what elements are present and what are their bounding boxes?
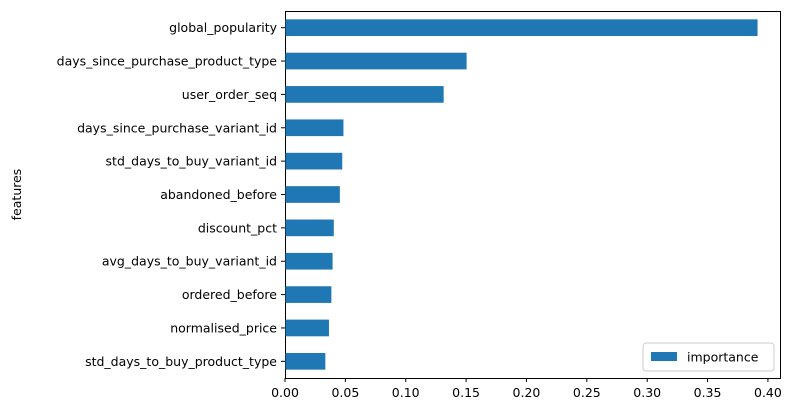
bar-normalised_price xyxy=(285,319,329,337)
bars-group xyxy=(285,19,758,370)
x-tick-label: 0.15 xyxy=(452,385,480,400)
bar-abandoned_before xyxy=(285,186,340,203)
x-tick-label: 0.10 xyxy=(392,385,420,400)
y-tick-label: discount_pct xyxy=(198,220,277,235)
bar-user_order_seq xyxy=(285,86,444,103)
bar-std_days_to_buy_product_type xyxy=(285,352,326,370)
x-tick-label: 0.05 xyxy=(331,385,359,400)
legend-box xyxy=(642,342,775,372)
y-tick-label: abandoned_before xyxy=(160,187,277,202)
bar-days_since_purchase_product_type xyxy=(285,52,467,70)
y-axis: global_popularity days_since_purchase_pro… xyxy=(57,20,285,369)
y-tick-label: global_popularity xyxy=(169,20,277,35)
y-tick-label: days_since_purchase_variant_id xyxy=(77,120,277,135)
legend-swatch-importance xyxy=(651,352,677,361)
bar-discount_pct xyxy=(285,219,334,237)
y-axis-label: features xyxy=(9,169,24,221)
legend: importance xyxy=(642,342,775,372)
y-tick-label: std_days_to_buy_variant_id xyxy=(106,154,277,169)
y-tick-label: ordered_before xyxy=(182,287,277,302)
y-tick-label: user_order_seq xyxy=(182,87,277,102)
bar-ordered_before xyxy=(285,286,332,303)
x-tick-label: 0.20 xyxy=(513,385,541,400)
bar-avg_days_to_buy_variant_id xyxy=(285,252,333,270)
x-tick-label: 0.00 xyxy=(271,385,299,400)
x-tick-label: 0.35 xyxy=(694,385,722,400)
y-tick-label: std_days_to_buy_product_type xyxy=(85,354,277,369)
y-tick-label: avg_days_to_buy_variant_id xyxy=(102,254,277,269)
legend-label-importance: importance xyxy=(687,350,759,365)
x-tick-label: 0.25 xyxy=(573,385,601,400)
x-tick-label: 0.40 xyxy=(754,385,782,400)
x-axis: 0.00 0.05 0.10 0.15 0.20 0.25 0.30 0.35 0.40 xyxy=(271,378,782,400)
bar-std_days_to_buy_variant_id xyxy=(285,152,343,170)
bar-days_since_purchase_variant_id xyxy=(285,119,344,137)
y-tick-label: days_since_purchase_product_type xyxy=(57,54,278,69)
x-tick-label: 0.30 xyxy=(633,385,661,400)
bar-global_popularity xyxy=(285,19,758,37)
y-tick-label: normalised_price xyxy=(170,320,277,335)
